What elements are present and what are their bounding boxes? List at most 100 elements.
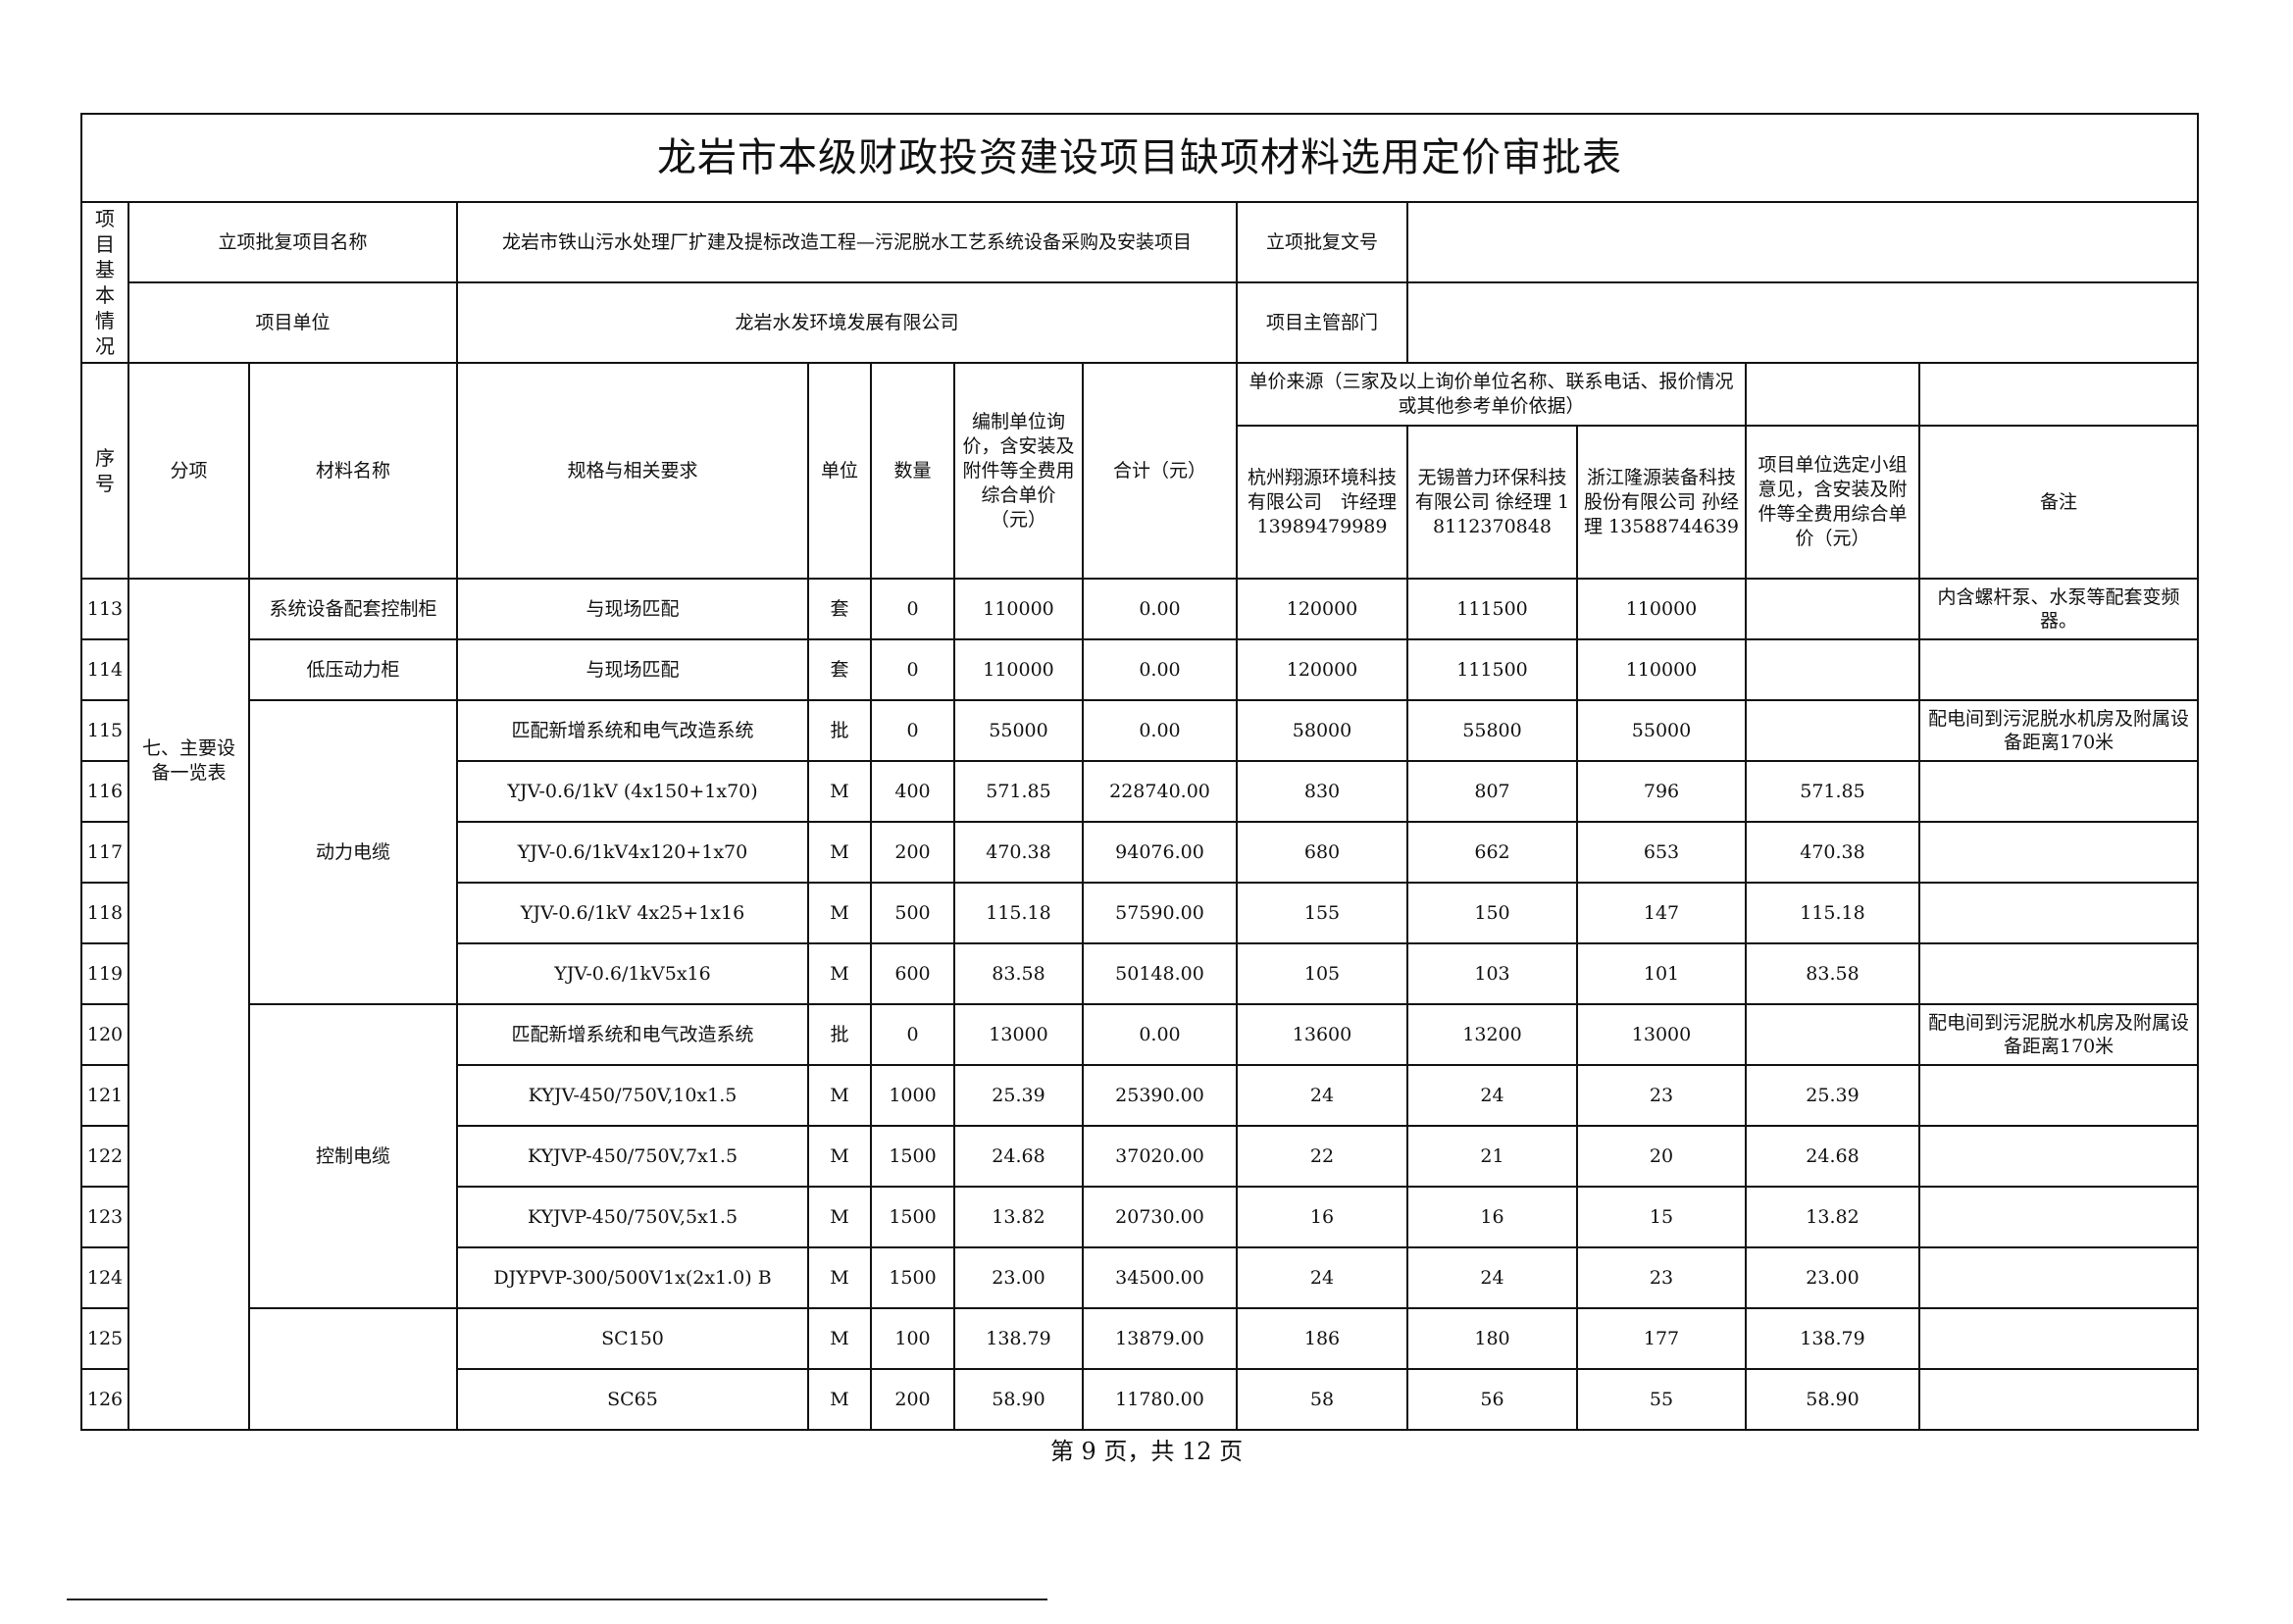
- vendor-1-price-cell: 13600: [1236, 1003, 1408, 1066]
- unit-cell: M: [807, 821, 872, 884]
- remark-cell: [1917, 1064, 2200, 1127]
- header-blank: [1917, 362, 2200, 427]
- unit-cell: 套: [807, 638, 872, 701]
- selected-price-cell: [1745, 699, 1920, 762]
- header-qty: 数量: [870, 362, 955, 580]
- total-cell: 0.00: [1082, 638, 1238, 701]
- qty-cell: 500: [870, 882, 955, 944]
- material-cell: 动力电缆: [248, 699, 458, 1005]
- divider: [67, 1599, 1047, 1600]
- seq-cell: 123: [80, 1186, 129, 1248]
- seq-cell: 117: [80, 821, 129, 884]
- vendor-2-price-cell: 55800: [1406, 699, 1578, 762]
- table-row: 122 KYJVP-450/750V,7x1.5 M 1500 24.68 37020.0…: [80, 1125, 2200, 1188]
- spec-cell: YJV-0.6/1kV4x120+1x70: [456, 821, 809, 884]
- unit-price-cell: 55000: [953, 699, 1084, 762]
- vendor-1-price-cell: 186: [1236, 1307, 1408, 1370]
- header-unit: 单位: [807, 362, 872, 580]
- unit-cell: 批: [807, 1003, 872, 1066]
- vendor-2-price-cell: 662: [1406, 821, 1578, 884]
- vendor-3-price-cell: 15: [1576, 1186, 1747, 1248]
- unit-cell: M: [807, 942, 872, 1005]
- unit-cell: M: [807, 760, 872, 823]
- vendor-2-price-cell: 103: [1406, 942, 1578, 1005]
- unit-price-cell: 58.90: [953, 1368, 1084, 1431]
- spec-cell: SC150: [456, 1307, 809, 1370]
- table-row: 126 SC65 M 200 58.90 11780.00 58 56 55 58.90: [80, 1368, 2200, 1431]
- total-cell: 228740.00: [1082, 760, 1238, 823]
- vendor-2-price-cell: 16: [1406, 1186, 1578, 1248]
- unit-price-cell: 24.68: [953, 1125, 1084, 1188]
- spec-cell: DJYPVP-300/500V1x(2x1.0) B: [456, 1246, 809, 1309]
- vendor-1-price-cell: 120000: [1236, 638, 1408, 701]
- header-spec: 规格与相关要求: [456, 362, 809, 580]
- vendor-3-price-cell: 23: [1576, 1064, 1747, 1127]
- selected-price-cell: 58.90: [1745, 1368, 1920, 1431]
- header-seq-text: 序号: [95, 446, 115, 495]
- vendor-3-price-cell: 55: [1576, 1368, 1747, 1431]
- vendor-1-price-cell: 680: [1236, 821, 1408, 884]
- unit-price-cell: 110000: [953, 578, 1084, 640]
- project-name-value: 龙岩市铁山污水处理厂扩建及提标改造工程—污泥脱水工艺系统设备采购及安装项目: [456, 201, 1238, 283]
- remark-cell: [1917, 1307, 2200, 1370]
- vendor-3-price-cell: 796: [1576, 760, 1747, 823]
- seq-cell: 116: [80, 760, 129, 823]
- remark-cell: [1917, 760, 2200, 823]
- vendor-3-price-cell: 177: [1576, 1307, 1747, 1370]
- table-row: 117 YJV-0.6/1kV4x120+1x70 M 200 470.38 94076.…: [80, 821, 2200, 884]
- vendor-3-price-cell: 110000: [1576, 578, 1747, 640]
- selected-price-cell: [1745, 578, 1920, 640]
- total-cell: 94076.00: [1082, 821, 1238, 884]
- dept-value: [1405, 281, 2200, 364]
- qty-cell: 0: [870, 578, 955, 640]
- spec-cell: YJV-0.6/1kV5x16: [456, 942, 809, 1005]
- table-row: 121 KYJV-450/750V,10x1.5 M 1000 25.39 25390.0…: [80, 1064, 2200, 1127]
- vendor-2-price-cell: 807: [1406, 760, 1578, 823]
- vendor-1-price-cell: 155: [1236, 882, 1408, 944]
- unit-cell: M: [807, 1125, 872, 1188]
- unit-price-cell: 25.39: [953, 1064, 1084, 1127]
- selected-price-cell: 13.82: [1745, 1186, 1920, 1248]
- unit-cell: M: [807, 882, 872, 944]
- spec-cell: 与现场匹配: [456, 638, 809, 701]
- total-cell: 20730.00: [1082, 1186, 1238, 1248]
- selected-price-cell: 115.18: [1745, 882, 1920, 944]
- unit-cell: M: [807, 1307, 872, 1370]
- vendor-1-price-cell: 16: [1236, 1186, 1408, 1248]
- spec-cell: 匹配新增系统和电气改造系统: [456, 1003, 809, 1066]
- seq-cell: 125: [80, 1307, 129, 1370]
- qty-cell: 0: [870, 1003, 955, 1066]
- vendor-2-price-cell: 111500: [1406, 638, 1578, 701]
- unit-price-cell: 23.00: [953, 1246, 1084, 1309]
- qty-cell: 1000: [870, 1064, 955, 1127]
- vendor-2-price-cell: 150: [1406, 882, 1578, 944]
- unit-cell: 批: [807, 699, 872, 762]
- approval-table: 龙岩市本级财政投资建设项目缺项材料选用定价审批表 项目基本情况 立项批复项目名称…: [79, 113, 2200, 1431]
- table-row: 116 YJV-0.6/1kV (4x150+1x70) M 400 571.85 228…: [80, 760, 2200, 823]
- header-vendor-3: 浙江隆源装备科技股份有限公司 孙经理 13588744639: [1576, 425, 1747, 580]
- table-row: 115 动力电缆 匹配新增系统和电气改造系统批 0 55000 0.00 58000 5580…: [80, 699, 2200, 1005]
- seq-cell: 114: [80, 638, 129, 701]
- approval-no-label: 立项批复文号: [1236, 201, 1408, 283]
- remark-cell: 配电间到污泥脱水机房及附属设备距离170米: [1917, 1003, 2200, 1066]
- spec-cell: YJV-0.6/1kV (4x150+1x70): [456, 760, 809, 823]
- vendor-2-price-cell: 13200: [1406, 1003, 1578, 1066]
- unit-cell: M: [807, 1246, 872, 1309]
- total-cell: 0.00: [1082, 578, 1238, 640]
- vendor-3-price-cell: 23: [1576, 1246, 1747, 1309]
- vendor-3-price-cell: 20: [1576, 1125, 1747, 1188]
- selected-price-cell: [1745, 1003, 1920, 1066]
- header-material: 材料名称: [248, 362, 458, 580]
- material-cell: 系统设备配套控制柜: [248, 578, 458, 640]
- unit-cell: M: [807, 1186, 872, 1248]
- qty-cell: 0: [870, 699, 955, 762]
- qty-cell: 0: [870, 638, 955, 701]
- vendor-3-price-cell: 147: [1576, 882, 1747, 944]
- header-vendor-1: 杭州翔源环境科技有限公司 许经理 13989479989: [1236, 425, 1408, 580]
- project-unit-label: 项目单位: [127, 281, 458, 364]
- qty-cell: 100: [870, 1307, 955, 1370]
- selected-price-cell: 25.39: [1745, 1064, 1920, 1127]
- selected-price-cell: 138.79: [1745, 1307, 1920, 1370]
- section-label-text: 项目基本情况: [95, 207, 115, 358]
- table-row: 119 YJV-0.6/1kV5x16 M 600 83.58 50148.00 105 10…: [80, 942, 2200, 1005]
